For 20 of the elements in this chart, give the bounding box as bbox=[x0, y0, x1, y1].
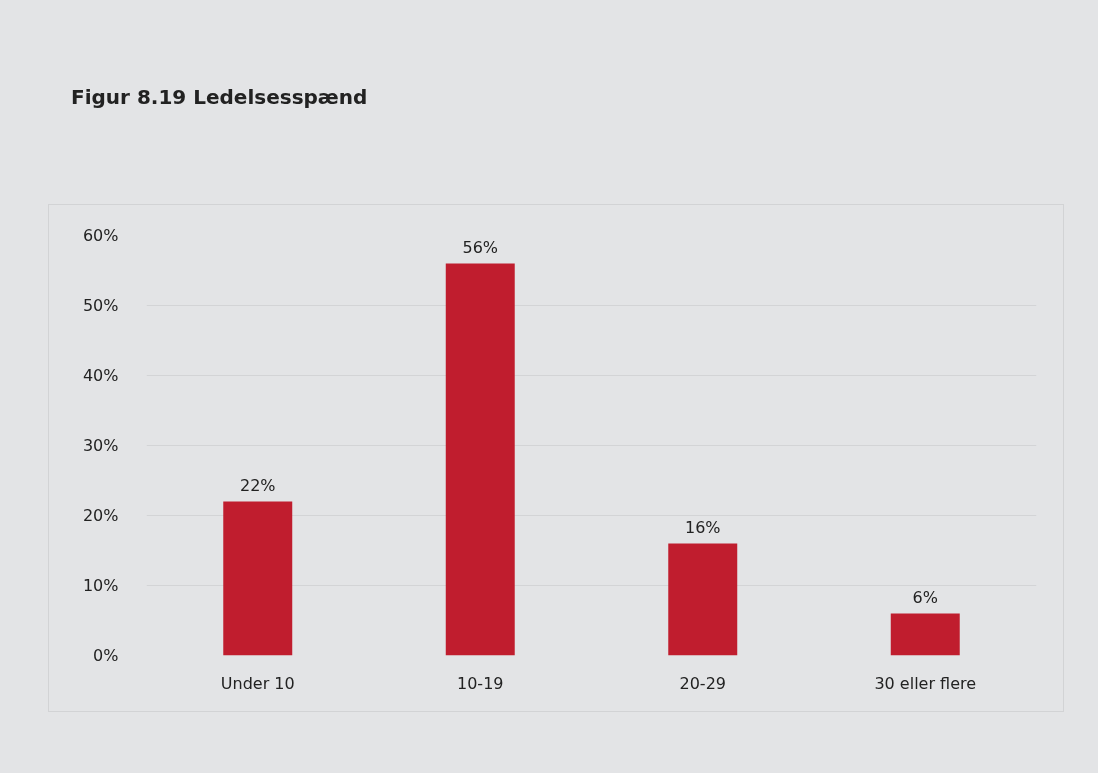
y-tick-label: 30% bbox=[82, 436, 119, 455]
data-label: 56% bbox=[462, 237, 499, 257]
bar bbox=[890, 613, 960, 656]
y-tick-label: 0% bbox=[93, 646, 119, 665]
x-tick-label: 20-29 bbox=[679, 673, 726, 693]
x-tick-label: Under 10 bbox=[220, 673, 295, 693]
y-tick-label: 60% bbox=[82, 226, 119, 245]
bar bbox=[445, 263, 515, 656]
y-tick-label: 50% bbox=[82, 296, 119, 315]
y-tick-label: 20% bbox=[82, 506, 119, 525]
bar bbox=[668, 543, 738, 656]
bar bbox=[223, 501, 293, 656]
data-label: 22% bbox=[239, 475, 276, 495]
chart-title: Figur 8.19 Ledelsesspænd bbox=[71, 85, 368, 109]
y-tick-label: 10% bbox=[82, 576, 119, 595]
data-label: 16% bbox=[684, 517, 721, 537]
x-tick-label: 10-19 bbox=[457, 673, 504, 693]
x-tick-label: 30 eller flere bbox=[874, 673, 977, 693]
data-label: 6% bbox=[912, 587, 938, 607]
y-tick-label: 40% bbox=[82, 366, 119, 385]
